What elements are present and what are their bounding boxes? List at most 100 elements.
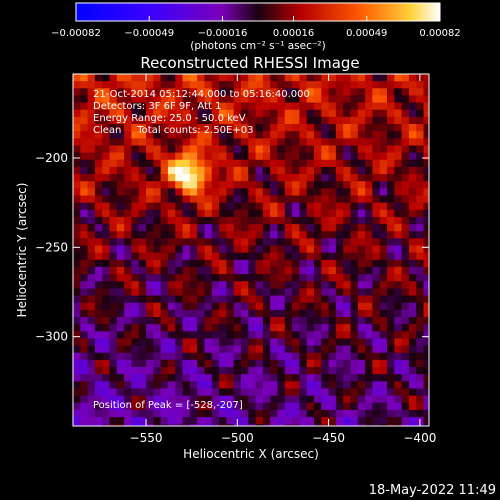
heatmap-cell	[350, 345, 359, 354]
heatmap-cell	[423, 295, 429, 304]
heatmap-cell	[73, 381, 81, 389]
y-tick-label: −200	[35, 151, 68, 165]
heatmap-cell	[262, 152, 271, 161]
heatmap-cell	[160, 216, 169, 225]
heatmap-cell	[87, 202, 96, 211]
heatmap-cell	[240, 252, 249, 261]
heatmap-cell	[197, 317, 205, 325]
heatmap-cell	[146, 188, 154, 197]
heatmap-cell	[233, 374, 242, 382]
heatmap-cell	[80, 188, 89, 197]
heatmap-cell	[160, 374, 169, 382]
colorbar-tick-label: −0.00016	[198, 28, 248, 39]
heatmap-cell	[167, 338, 176, 347]
heatmap-cell	[94, 281, 103, 289]
heatmap-cell	[182, 202, 191, 211]
heatmap-cell	[94, 295, 103, 304]
heatmap-cell	[138, 188, 147, 197]
heatmap-cell	[292, 295, 300, 304]
heatmap-cell	[160, 367, 169, 375]
heatmap-cell	[116, 181, 125, 189]
heatmap-cell	[109, 81, 118, 89]
heatmap-cell	[365, 331, 373, 339]
heatmap-cell	[343, 388, 351, 397]
heatmap-cell	[102, 195, 111, 204]
heatmap-cell	[379, 409, 388, 418]
heatmap-cell	[240, 274, 249, 282]
heatmap-cell	[87, 324, 96, 332]
heatmap-cell	[321, 352, 330, 361]
heatmap-cell	[394, 152, 403, 161]
heatmap-cell	[387, 259, 395, 268]
heatmap-cell	[87, 388, 96, 397]
heatmap-cell	[73, 95, 81, 104]
heatmap-cell	[226, 174, 235, 182]
heatmap-cell	[394, 159, 403, 168]
heatmap-cell	[138, 302, 147, 311]
heatmap-cell	[423, 188, 429, 197]
heatmap-cell	[401, 417, 410, 425]
heatmap-cell	[73, 109, 81, 118]
heatmap-cell	[423, 281, 429, 289]
heatmap-cell	[80, 381, 89, 389]
heatmap-cell	[372, 324, 381, 332]
heatmap-cell	[167, 231, 176, 239]
colorbar-tick-label: −0.00049	[124, 28, 174, 39]
heatmap-cell	[175, 317, 184, 325]
heatmap-cell	[233, 159, 242, 168]
heatmap-cell	[343, 195, 351, 204]
heatmap-cell	[401, 352, 410, 361]
heatmap-cell	[408, 124, 417, 132]
heatmap-cell	[109, 174, 118, 182]
heatmap-cell	[328, 302, 337, 311]
heatmap-cell	[153, 174, 162, 182]
heatmap-cell	[175, 324, 184, 332]
heatmap-cell	[335, 152, 344, 161]
heatmap-cell	[394, 224, 403, 232]
heatmap-cell	[138, 152, 147, 161]
heatmap-cell	[124, 402, 132, 411]
heatmap-cell	[306, 352, 315, 361]
heatmap-cell	[262, 159, 271, 168]
heatmap-cell	[365, 309, 373, 318]
heatmap-cell	[408, 388, 417, 397]
heatmap-cell	[292, 381, 300, 389]
heatmap-cell	[401, 252, 410, 261]
heatmap-cell	[408, 216, 417, 225]
heatmap-cell	[321, 417, 330, 425]
heatmap-cell	[146, 102, 154, 111]
heatmap-cell	[372, 281, 381, 289]
heatmap-cell	[240, 231, 249, 239]
heatmap-cell	[116, 359, 125, 368]
heatmap-cell	[189, 367, 198, 375]
heatmap-cell	[211, 324, 220, 332]
heatmap-cell	[175, 166, 184, 175]
annotation-detectors: Detectors: 3F 6F 9F, Att 1	[93, 101, 221, 112]
heatmap-cell	[109, 266, 118, 275]
heatmap-cell	[146, 152, 154, 161]
heatmap-cell	[175, 102, 184, 111]
heatmap-cell	[313, 152, 322, 161]
heatmap-cell	[197, 295, 205, 304]
heatmap-cell	[284, 159, 293, 168]
heatmap-cell	[270, 395, 278, 404]
heatmap-cell	[387, 188, 395, 197]
heatmap-cell	[153, 374, 162, 382]
heatmap-cell	[233, 166, 242, 175]
heatmap-cell	[299, 224, 308, 232]
heatmap-cell	[248, 331, 257, 339]
heatmap-cell	[175, 338, 184, 347]
heatmap-cell	[219, 138, 227, 146]
heatmap-cell	[80, 88, 89, 96]
heatmap-cell	[292, 245, 300, 254]
heatmap-cell	[109, 216, 118, 225]
heatmap-cell	[116, 295, 125, 304]
heatmap-cell	[233, 388, 242, 397]
heatmap-cell	[408, 395, 417, 404]
heatmap-cell	[131, 124, 140, 132]
heatmap-cell	[124, 295, 132, 304]
heatmap-cell	[372, 202, 381, 211]
heatmap-cell	[343, 359, 351, 368]
heatmap-cell	[350, 331, 359, 339]
heatmap-cell	[357, 238, 366, 247]
